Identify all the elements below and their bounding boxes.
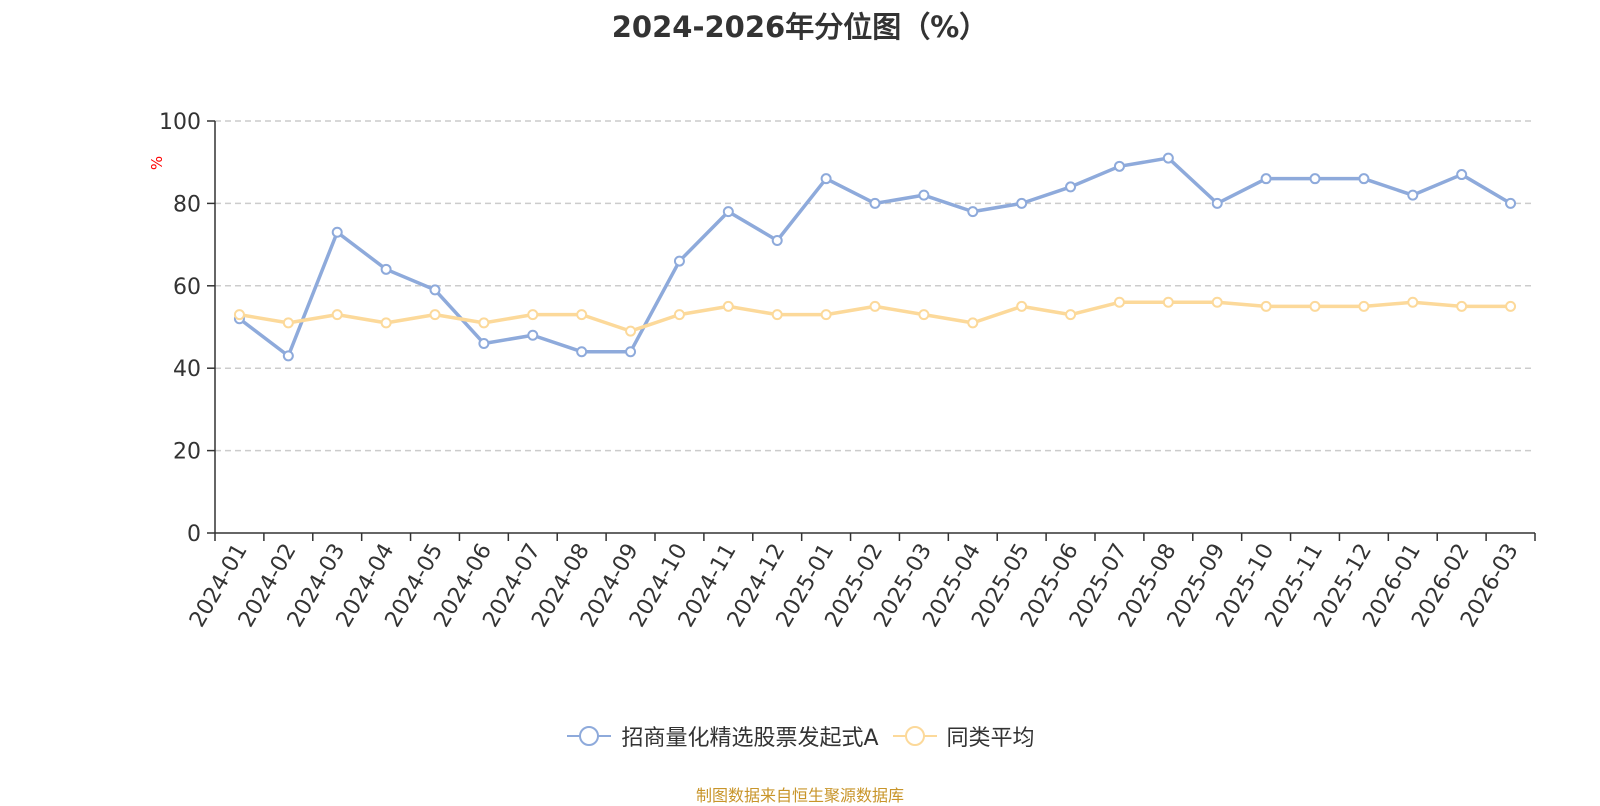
data-point-series-0[interactable]	[1505, 197, 1517, 209]
data-point-series-0[interactable]	[1260, 173, 1272, 185]
data-point-series-0[interactable]	[380, 263, 392, 275]
data-point-series-0[interactable]	[478, 337, 490, 349]
data-point-series-1[interactable]	[1456, 300, 1468, 312]
data-point-series-1[interactable]	[1358, 300, 1370, 312]
data-point-series-1[interactable]	[967, 317, 979, 329]
y-axis-label: %	[148, 156, 166, 170]
y-tick-label: 100	[159, 110, 201, 135]
data-point-series-0[interactable]	[1016, 197, 1028, 209]
data-point-series-0[interactable]	[1456, 169, 1468, 181]
data-point-series-0[interactable]	[771, 234, 783, 246]
data-point-series-0[interactable]	[576, 346, 588, 358]
data-point-series-1[interactable]	[282, 317, 294, 329]
data-point-series-0[interactable]	[1309, 173, 1321, 185]
y-tick-label: 20	[173, 440, 201, 465]
data-point-series-0[interactable]	[429, 284, 441, 296]
data-point-series-1[interactable]	[918, 309, 930, 321]
legend: 招商量化精选股票发起式A 同类平均	[0, 720, 1600, 752]
data-point-series-1[interactable]	[1211, 296, 1223, 308]
data-point-series-1[interactable]	[576, 309, 588, 321]
legend-item-fund[interactable]: 招商量化精选股票发起式A	[565, 720, 879, 752]
grid-lines	[215, 120, 1535, 452]
data-point-series-1[interactable]	[722, 300, 734, 312]
data-point-series-0[interactable]	[869, 197, 881, 209]
data-point-series-1[interactable]	[527, 309, 539, 321]
data-point-series-0[interactable]	[967, 206, 979, 218]
data-point-series-1[interactable]	[380, 317, 392, 329]
data-point-series-0[interactable]	[1065, 181, 1077, 193]
data-point-series-1[interactable]	[1260, 300, 1272, 312]
data-point-series-0[interactable]	[722, 206, 734, 218]
data-point-series-0[interactable]	[918, 189, 930, 201]
data-point-series-1[interactable]	[625, 325, 637, 337]
data-point-series-1[interactable]	[233, 309, 245, 321]
data-point-series-1[interactable]	[1113, 296, 1125, 308]
data-point-series-0[interactable]	[625, 346, 637, 358]
data-point-series-1[interactable]	[429, 309, 441, 321]
data-point-series-1[interactable]	[331, 309, 343, 321]
data-point-series-0[interactable]	[1113, 160, 1125, 172]
series-lines	[233, 152, 1517, 362]
legend-label-fund: 招商量化精选股票发起式A	[621, 726, 879, 751]
data-point-series-1[interactable]	[1505, 300, 1517, 312]
data-point-series-0[interactable]	[527, 329, 539, 341]
data-point-series-1[interactable]	[820, 309, 832, 321]
data-point-series-0[interactable]	[1162, 152, 1174, 164]
legend-item-peer-average[interactable]: 同类平均	[891, 720, 1035, 752]
y-tick-label: 0	[187, 522, 201, 547]
data-point-series-1[interactable]	[1162, 296, 1174, 308]
data-point-series-1[interactable]	[673, 309, 685, 321]
data-point-series-0[interactable]	[1211, 197, 1223, 209]
data-point-series-1[interactable]	[869, 300, 881, 312]
data-point-series-0[interactable]	[1358, 173, 1370, 185]
data-point-series-1[interactable]	[1016, 300, 1028, 312]
series-line-0	[238, 156, 1512, 358]
data-point-series-0[interactable]	[820, 173, 832, 185]
data-point-series-0[interactable]	[1407, 189, 1419, 201]
legend-marker-fund	[567, 726, 612, 746]
y-tick-label: 60	[173, 275, 201, 300]
data-point-series-1[interactable]	[1065, 309, 1077, 321]
data-point-series-1[interactable]	[1407, 296, 1419, 308]
chart-title: 2024-2026年分位图（%）	[611, 10, 989, 44]
y-tick-label: 80	[173, 192, 201, 217]
legend-marker-peer-average	[892, 726, 937, 746]
y-tick-label: 40	[173, 357, 201, 382]
legend-label-peer-average: 同类平均	[946, 726, 1035, 751]
data-point-series-0[interactable]	[331, 226, 343, 238]
data-point-series-1[interactable]	[771, 309, 783, 321]
data-point-series-0[interactable]	[282, 350, 294, 362]
data-point-series-1[interactable]	[1309, 300, 1321, 312]
data-point-series-0[interactable]	[673, 255, 685, 267]
source-note: 制图数据来自恒生聚源数据库	[695, 786, 904, 805]
data-point-series-1[interactable]	[478, 317, 490, 329]
